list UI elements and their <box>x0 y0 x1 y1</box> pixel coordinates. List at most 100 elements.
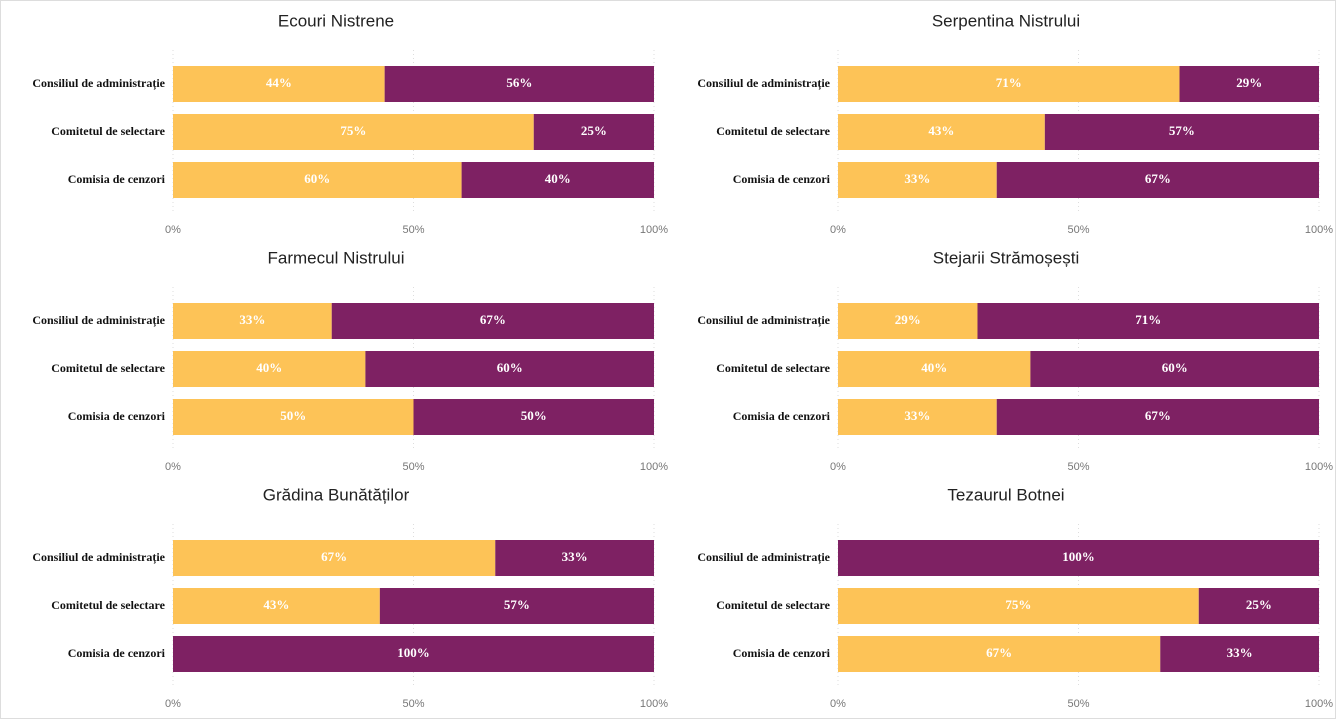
bar-segment <box>173 114 534 150</box>
data-label: 67% <box>321 549 347 564</box>
bar-segment <box>173 66 385 102</box>
x-tick-label: 50% <box>1067 461 1089 473</box>
bar-segment <box>838 162 997 198</box>
bar-segment <box>533 114 654 150</box>
x-tick-label: 0% <box>830 461 846 473</box>
x-tick-label: 100% <box>640 698 668 710</box>
bar-segment <box>977 303 1319 339</box>
category-label: Consiliul de administrație <box>32 313 165 328</box>
x-tick-label: 0% <box>165 224 181 236</box>
chart-title: Farmecul Nistrului <box>268 248 405 267</box>
bar-segment <box>1044 114 1319 150</box>
data-label: 50% <box>521 408 547 423</box>
chart-title: Serpentina Nistrului <box>932 11 1080 30</box>
bar-segment <box>1160 636 1319 672</box>
data-label: 33% <box>1227 645 1253 660</box>
category-label: Consiliul de administrație <box>32 76 165 91</box>
x-tick-label: 0% <box>165 698 181 710</box>
data-label: 100% <box>1062 549 1095 564</box>
data-label: 57% <box>1169 123 1195 138</box>
bar-segment <box>838 114 1045 150</box>
category-label: Comitetul de selectare <box>51 124 165 138</box>
data-label: 43% <box>263 597 289 612</box>
data-label: 67% <box>1145 408 1171 423</box>
data-label: 29% <box>895 312 921 327</box>
category-label: Comisia de cenzori <box>733 646 831 660</box>
data-label: 25% <box>1246 597 1272 612</box>
bar-segment <box>384 66 654 102</box>
data-label: 75% <box>1005 597 1031 612</box>
bar-segment <box>331 303 654 339</box>
category-label: Comisia de cenzori <box>733 172 831 186</box>
data-label: 60% <box>497 360 523 375</box>
data-label: 100% <box>397 645 430 660</box>
data-label: 67% <box>1145 171 1171 186</box>
data-label: 71% <box>996 75 1022 90</box>
data-label: 71% <box>1135 312 1161 327</box>
chart-title: Tezaurul Botnei <box>947 485 1064 504</box>
data-label: 29% <box>1236 75 1262 90</box>
data-label: 57% <box>504 597 530 612</box>
bar-segment <box>365 351 654 387</box>
category-label: Comisia de cenzori <box>733 409 831 423</box>
x-tick-label: 0% <box>830 224 846 236</box>
x-tick-label: 50% <box>402 698 424 710</box>
bar-segment <box>173 399 414 435</box>
category-label: Comitetul de selectare <box>716 598 830 612</box>
chart-title: Ecouri Nistrene <box>278 11 394 30</box>
bar-segment <box>996 399 1319 435</box>
category-label: Consiliul de administrație <box>697 550 830 565</box>
category-label: Consiliul de administrație <box>32 550 165 565</box>
bar-segment <box>838 399 997 435</box>
data-label: 40% <box>921 360 947 375</box>
bar-segment <box>173 351 366 387</box>
chart-title: Stejarii Strămoșești <box>933 248 1079 267</box>
data-label: 43% <box>928 123 954 138</box>
data-label: 56% <box>506 75 532 90</box>
category-label: Comitetul de selectare <box>51 598 165 612</box>
bar-segment <box>173 303 332 339</box>
bar-segment <box>838 540 1319 576</box>
data-label: 40% <box>256 360 282 375</box>
data-label: 33% <box>904 171 930 186</box>
x-tick-label: 100% <box>640 461 668 473</box>
bar-segment <box>173 636 654 672</box>
data-label: 60% <box>304 171 330 186</box>
x-tick-label: 0% <box>830 698 846 710</box>
bar-segment <box>495 540 654 576</box>
bar-segment <box>379 588 654 624</box>
data-label: 50% <box>280 408 306 423</box>
bar-segment <box>838 303 978 339</box>
bar-segment <box>838 66 1180 102</box>
data-label: 67% <box>480 312 506 327</box>
x-tick-label: 50% <box>1067 224 1089 236</box>
bar-segment <box>996 162 1319 198</box>
bar-segment <box>461 162 654 198</box>
bar-segment <box>1179 66 1319 102</box>
x-tick-label: 50% <box>402 224 424 236</box>
category-label: Comitetul de selectare <box>51 361 165 375</box>
chart-title: Grădina Bunătăților <box>263 485 410 504</box>
x-tick-label: 100% <box>640 224 668 236</box>
category-label: Consiliul de administrație <box>697 313 830 328</box>
bar-segment <box>173 540 496 576</box>
data-label: 25% <box>581 123 607 138</box>
x-tick-label: 100% <box>1305 224 1333 236</box>
data-label: 33% <box>562 549 588 564</box>
category-label: Consiliul de administrație <box>697 76 830 91</box>
x-tick-label: 50% <box>1067 698 1089 710</box>
x-tick-label: 0% <box>165 461 181 473</box>
data-label: 40% <box>545 171 571 186</box>
x-tick-label: 50% <box>402 461 424 473</box>
data-label: 44% <box>266 75 292 90</box>
bar-segment <box>1030 351 1319 387</box>
bar-segment <box>838 636 1161 672</box>
category-label: Comisia de cenzori <box>68 409 166 423</box>
category-label: Comitetul de selectare <box>716 124 830 138</box>
bar-segment <box>1198 588 1319 624</box>
data-label: 60% <box>1162 360 1188 375</box>
bar-segment <box>173 162 462 198</box>
category-label: Comisia de cenzori <box>68 646 166 660</box>
